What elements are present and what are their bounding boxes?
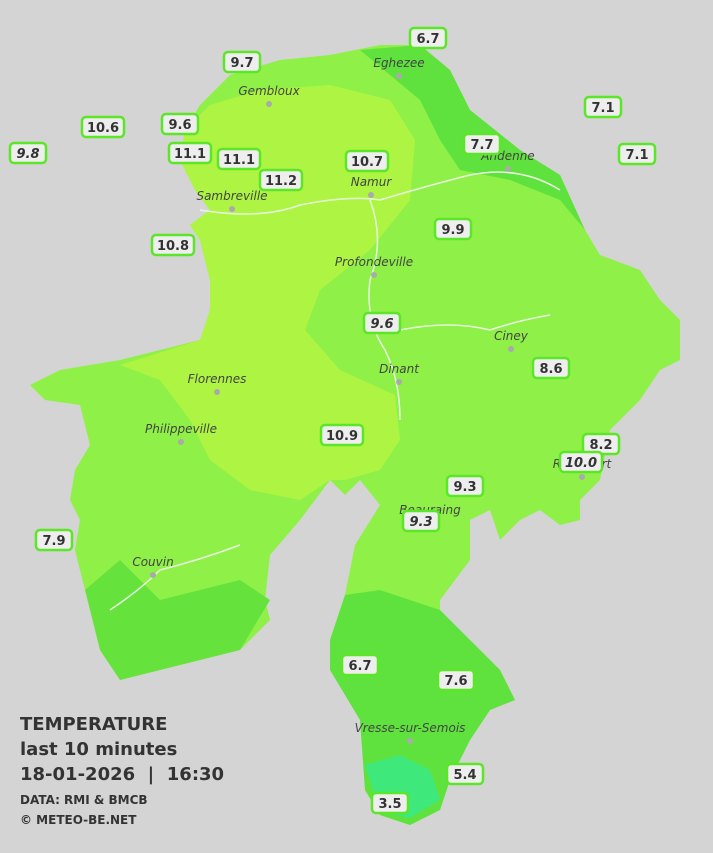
town-dot: [407, 738, 413, 744]
station-box: [167, 141, 213, 165]
legend-datetime: 18-01-2026 | 16:30: [20, 764, 224, 785]
town-dot: [214, 389, 220, 395]
labels: EghezeeGemblouxAndenneNamurSambrevillePr…: [8, 26, 657, 815]
station-box: [558, 450, 604, 474]
town-label: Namur: [351, 175, 393, 189]
town-dot: [508, 346, 514, 352]
station-box: [216, 147, 262, 171]
station-value: 7.7: [470, 138, 493, 153]
town-dot: [396, 73, 402, 79]
station-value: 7.6: [444, 674, 467, 689]
station-value: 10.9: [326, 429, 358, 444]
station-box: [80, 115, 126, 139]
town-dot: [371, 272, 377, 278]
station-value: 7.1: [591, 101, 614, 116]
town-dot: [368, 192, 374, 198]
station-value: 7.9: [42, 534, 65, 549]
station-value: 9.3: [453, 480, 476, 495]
legend-copyright: © METEO-BE.NET: [20, 813, 137, 827]
station-box: [617, 142, 657, 166]
station-box: [462, 132, 502, 156]
legend-subtitle: last 10 minutes: [20, 739, 177, 760]
warm-zone: [120, 85, 415, 500]
station-value: 10.6: [87, 121, 119, 136]
station-box: [34, 528, 74, 552]
station-value: 6.7: [348, 659, 371, 674]
station-box: [362, 311, 402, 335]
town-dot: [505, 166, 511, 172]
station-value: 6.7: [416, 32, 439, 47]
town-label: Philippeville: [145, 422, 217, 436]
station-value: 9.8: [16, 147, 39, 162]
station-value: 8.6: [539, 362, 562, 377]
station-box: [583, 95, 623, 119]
station-value: 11.2: [265, 174, 297, 189]
town-label: Couvin: [132, 555, 173, 569]
station-box: [258, 168, 304, 192]
station-value: 10.0: [565, 456, 597, 471]
station-box: [222, 50, 262, 74]
town-label: Gembloux: [238, 84, 300, 98]
station-value: 10.7: [351, 155, 383, 170]
town-dot: [266, 101, 272, 107]
station-value: 9.9: [441, 223, 464, 238]
legend-title: TEMPERATURE: [20, 714, 167, 735]
station-box: [408, 26, 448, 50]
town-dot: [178, 439, 184, 445]
station-box: [150, 233, 196, 257]
station-box: [436, 668, 476, 692]
station-box: [433, 217, 473, 241]
station-value: 9.6: [370, 317, 393, 332]
town-label: Eghezee: [373, 56, 424, 70]
station-value: 11.1: [174, 147, 206, 162]
station-box: [445, 762, 485, 786]
town-dot: [229, 206, 235, 212]
town-label: Ciney: [494, 329, 529, 343]
station-value: 8.2: [589, 438, 612, 453]
town-dot: [150, 572, 156, 578]
station-value: 10.8: [157, 239, 189, 254]
town-dot: [579, 474, 585, 480]
station-value: 7.1: [625, 148, 648, 163]
station-value: 9.3: [409, 515, 432, 530]
station-box: [445, 474, 485, 498]
town-label: Florennes: [188, 372, 247, 386]
station-value: 5.4: [453, 768, 476, 783]
station-value: 11.1: [223, 153, 255, 168]
station-box: [370, 791, 410, 815]
town-label: Sambreville: [196, 189, 267, 203]
station-box: [401, 509, 441, 533]
station-value: 9.6: [168, 118, 191, 133]
station-box: [344, 149, 390, 173]
town-label: Profondeville: [335, 255, 413, 269]
station-value: 9.7: [230, 56, 253, 71]
station-box: [340, 653, 380, 677]
town-label: Dinant: [379, 362, 420, 376]
station-box: [8, 141, 48, 165]
town-dot: [396, 379, 402, 385]
town-label: Vresse-sur-Semois: [355, 721, 466, 735]
station-box: [160, 112, 200, 136]
legend-source: DATA: RMI & BMCB: [20, 793, 148, 807]
station-box: [319, 423, 365, 447]
station-value: 3.5: [378, 797, 401, 812]
station-box: [531, 356, 571, 380]
cool-zone: [85, 560, 270, 680]
